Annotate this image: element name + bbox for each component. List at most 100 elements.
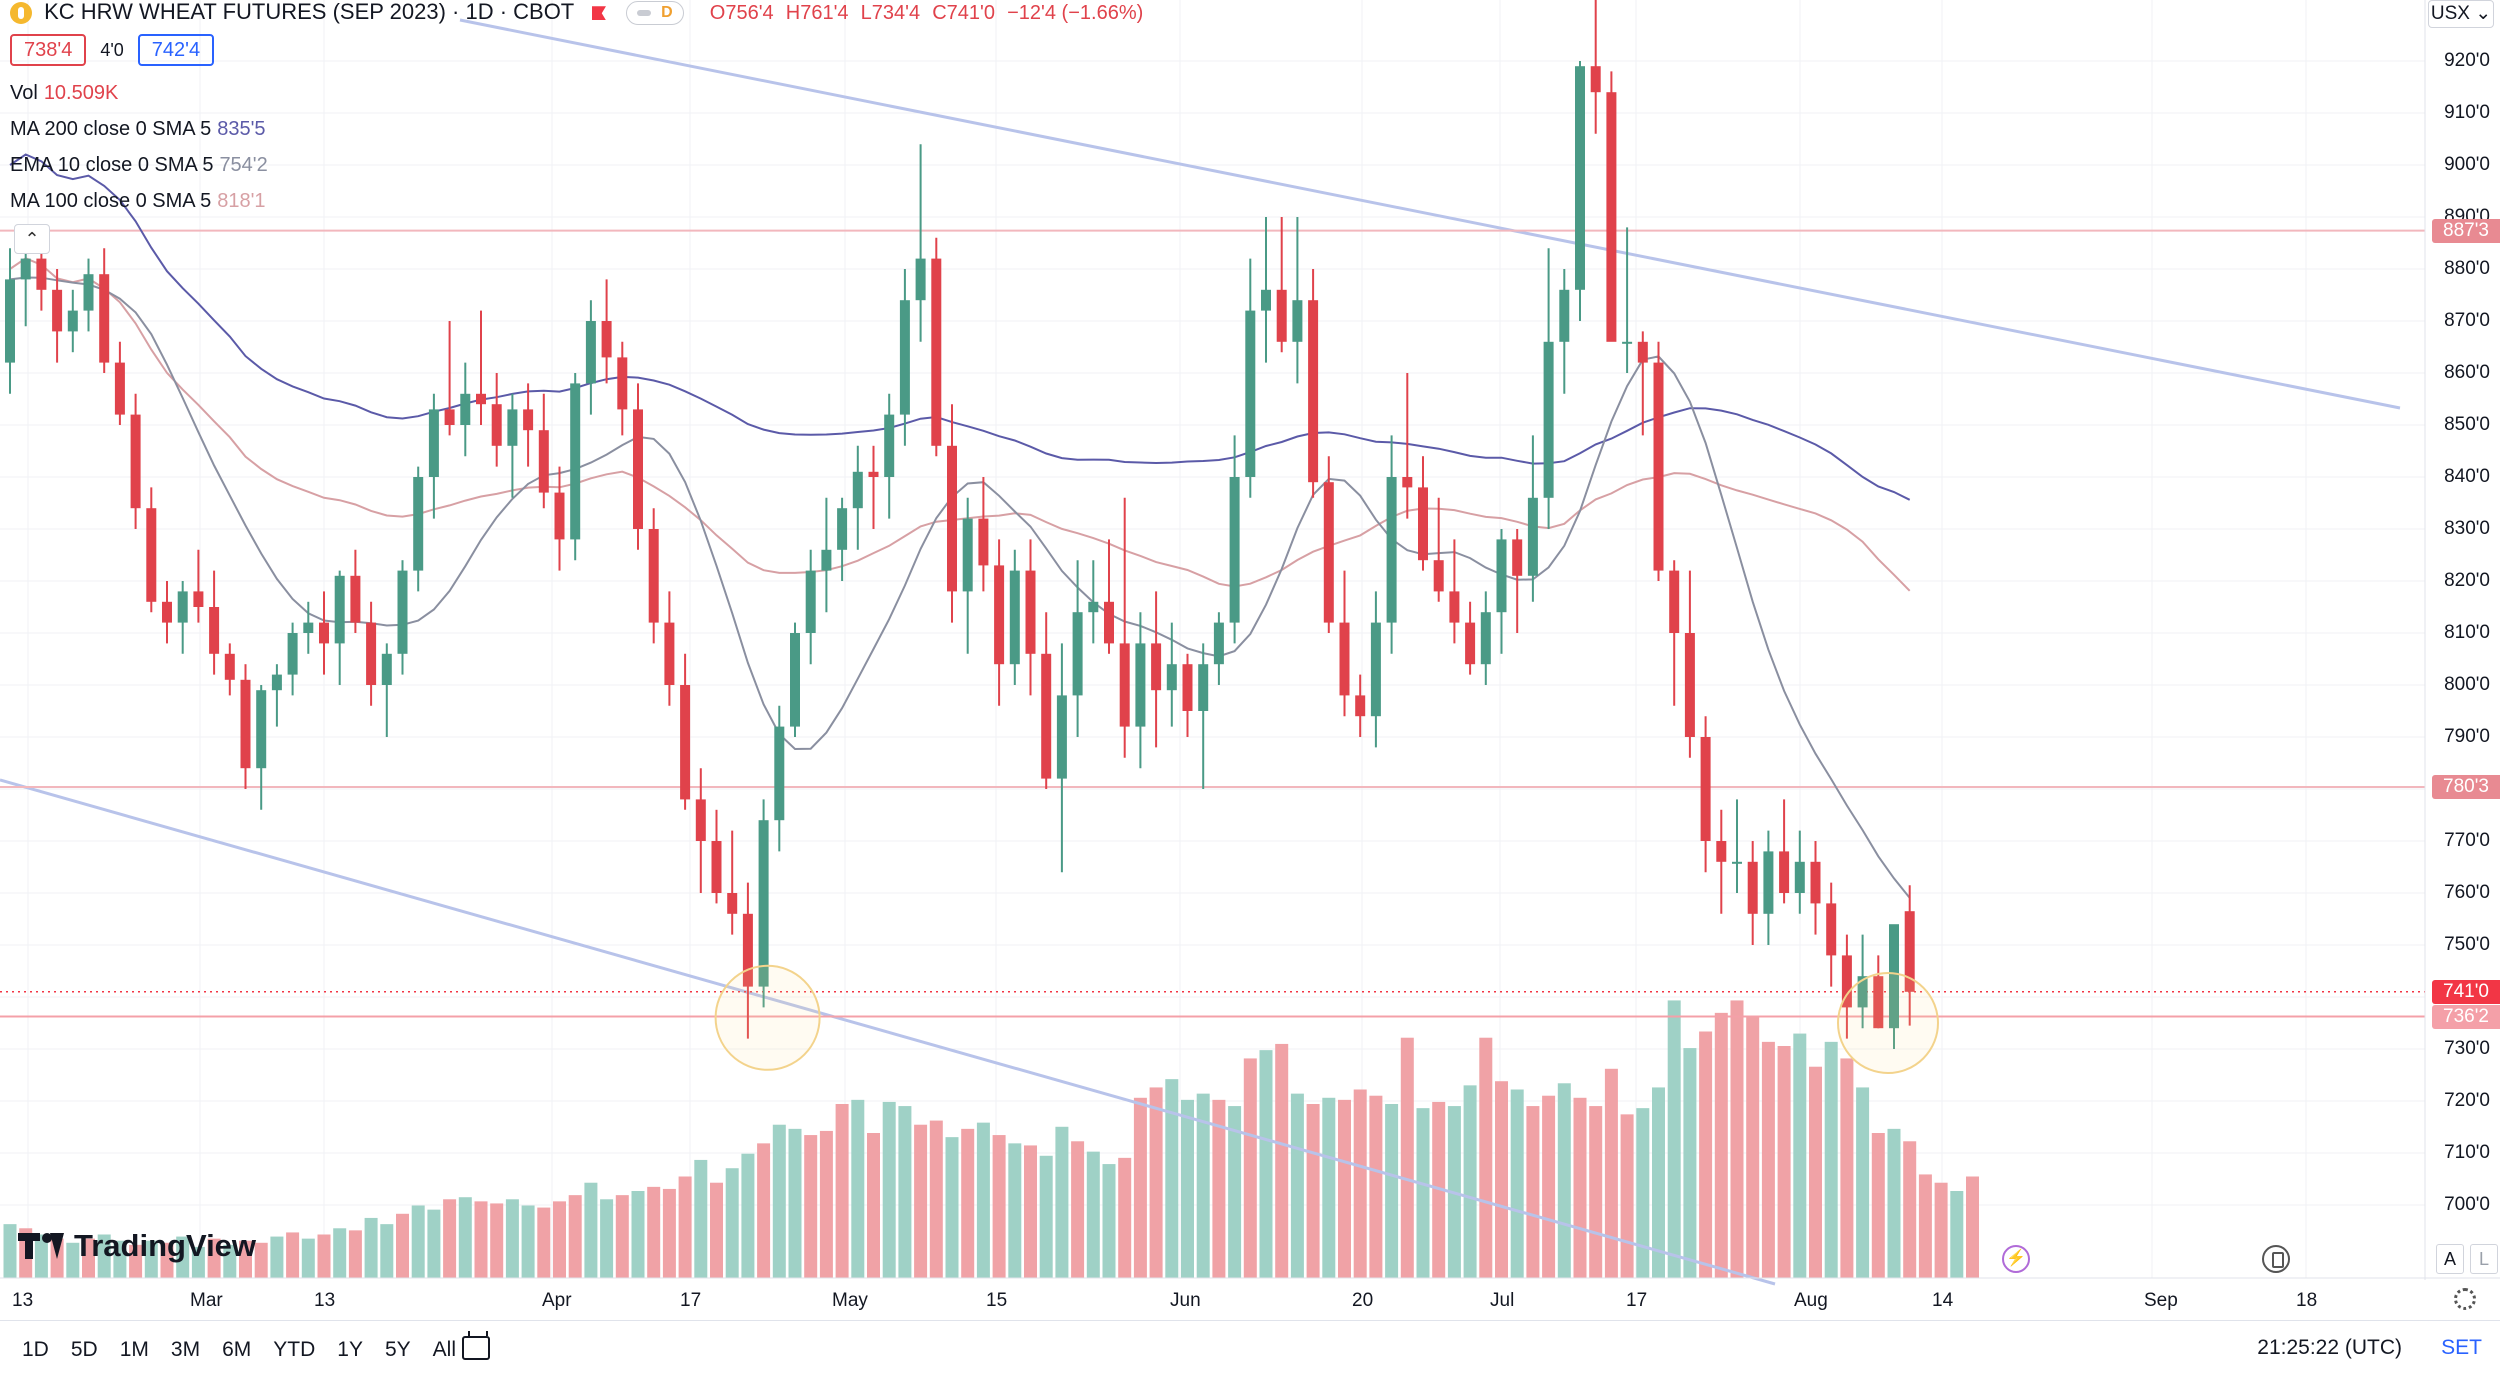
candle-body bbox=[664, 622, 675, 685]
candle-body bbox=[1245, 310, 1256, 477]
range-5d-button[interactable]: 5D bbox=[70, 1338, 98, 1361]
candle-body bbox=[1480, 612, 1491, 665]
candle-body bbox=[319, 622, 329, 644]
indicator-label: MA 200 close 0 SMA 5 bbox=[10, 118, 212, 140]
candle-body bbox=[570, 383, 581, 540]
candle-body bbox=[256, 690, 267, 769]
volume-bar bbox=[427, 1209, 441, 1278]
range-5y-button[interactable]: 5Y bbox=[384, 1338, 411, 1361]
candle-body bbox=[915, 258, 926, 301]
market-status-pill[interactable]: D bbox=[626, 1, 684, 26]
volume-bar bbox=[1934, 1182, 1948, 1278]
ask-button[interactable]: 742'4 bbox=[137, 34, 215, 66]
candle-body bbox=[931, 258, 942, 446]
volume-bar bbox=[1604, 1068, 1618, 1278]
indicator-value: 10.509K bbox=[43, 82, 119, 104]
volume-bar bbox=[553, 1201, 566, 1278]
log-scale-button[interactable]: L bbox=[2470, 1244, 2498, 1274]
calendar-icon[interactable] bbox=[462, 1331, 490, 1360]
ohlc-low: L734'4 bbox=[860, 2, 921, 24]
volume-bar bbox=[992, 1135, 1006, 1278]
utc-clock[interactable]: 21:25:22 (UTC) bbox=[2257, 1336, 2402, 1359]
candle-body bbox=[758, 820, 769, 987]
range-1y-button[interactable]: 1Y bbox=[337, 1338, 363, 1361]
volume-bar bbox=[239, 1240, 252, 1278]
volume-bar bbox=[1102, 1164, 1116, 1278]
resistance-trendline bbox=[459, 18, 2401, 410]
indicator-ma100[interactable]: MA 100 close 0 SMA 5 818'1 bbox=[10, 190, 266, 213]
candle-body bbox=[1182, 664, 1193, 711]
candle-body bbox=[1857, 976, 1868, 1008]
volume-bar bbox=[97, 1234, 111, 1278]
volume-bar bbox=[741, 1153, 755, 1278]
gear-icon[interactable] bbox=[2454, 1288, 2476, 1310]
volume-bar bbox=[176, 1236, 190, 1278]
auto-scale-button[interactable]: A bbox=[2436, 1244, 2464, 1274]
price-level-tag[interactable]: 741'0 bbox=[2432, 979, 2500, 1004]
candle-body bbox=[1166, 664, 1177, 691]
symbol-title[interactable]: KC HRW WHEAT FUTURES (SEP 2023) · 1D · C… bbox=[44, 0, 574, 24]
candle-body bbox=[648, 529, 659, 623]
candle-body bbox=[52, 289, 63, 332]
candle-body bbox=[1904, 911, 1915, 992]
volume-bar bbox=[898, 1106, 912, 1278]
tradingview-logo[interactable]: TradingView bbox=[18, 1228, 256, 1264]
range-1d-button[interactable]: 1D bbox=[22, 1338, 49, 1361]
currency-selector[interactable]: USX ⌄ bbox=[2428, 0, 2494, 28]
volume-bar bbox=[1840, 1058, 1854, 1278]
candle-body bbox=[428, 409, 439, 477]
candle-body bbox=[1009, 570, 1020, 665]
volume-bar bbox=[317, 1234, 331, 1278]
volume-bar bbox=[1118, 1157, 1132, 1278]
volume-bar bbox=[804, 1135, 818, 1278]
price-level-tag[interactable]: 736'2 bbox=[2432, 1004, 2500, 1029]
range-all-button[interactable]: All bbox=[432, 1338, 456, 1361]
volume-bar bbox=[694, 1159, 708, 1278]
time-tick-label: Aug bbox=[1794, 1290, 1828, 1311]
flag-icon[interactable] bbox=[591, 6, 606, 21]
volume-bar bbox=[223, 1244, 237, 1278]
price-tick-label: 720'0 bbox=[2444, 1090, 2490, 1111]
range-6m-button[interactable]: 6M bbox=[222, 1338, 252, 1361]
indicator-ma200[interactable]: MA 200 close 0 SMA 5 835'5 bbox=[10, 118, 266, 141]
price-level-tag[interactable]: 887'3 bbox=[2432, 218, 2500, 243]
candle-body bbox=[554, 492, 565, 540]
candle-body bbox=[1716, 841, 1727, 862]
candle-body bbox=[146, 508, 157, 602]
candle-body bbox=[1402, 477, 1413, 488]
session-settings-button[interactable]: SET bbox=[2441, 1336, 2482, 1359]
volume-bar bbox=[270, 1236, 284, 1278]
volume-bar bbox=[914, 1124, 928, 1278]
indicator-volume[interactable]: Vol 10.509K bbox=[10, 82, 118, 105]
collapse-legend-button[interactable]: ⌃ bbox=[14, 224, 50, 254]
lightning-icon[interactable]: ⚡ bbox=[2002, 1245, 2030, 1273]
ohlc-close: C741'0 bbox=[932, 2, 995, 24]
volume-bar bbox=[458, 1197, 472, 1278]
price-level-tag[interactable]: 780'3 bbox=[2432, 775, 2500, 800]
volume-bar bbox=[1024, 1145, 1037, 1278]
bid-button[interactable]: 738'4 bbox=[10, 34, 87, 66]
time-tick-label: Mar bbox=[190, 1290, 223, 1311]
volume-bar bbox=[505, 1199, 519, 1278]
candle-body bbox=[617, 357, 628, 410]
candle-body bbox=[1496, 539, 1507, 613]
range-3m-button[interactable]: 3M bbox=[170, 1338, 201, 1361]
volume-bar bbox=[1699, 1031, 1713, 1278]
price-chart[interactable] bbox=[0, 0, 2500, 1320]
volume-bar bbox=[364, 1217, 378, 1278]
candle-body bbox=[224, 653, 235, 680]
range-1m-button[interactable]: 1M bbox=[119, 1338, 149, 1361]
candle-body bbox=[287, 633, 298, 675]
replay-icon[interactable] bbox=[2262, 1245, 2290, 1273]
ohlc-change: −12'4 (−1.66%) bbox=[1007, 2, 1144, 24]
price-tick-label: 770'0 bbox=[2444, 830, 2490, 851]
range-ytd-button[interactable]: YTD bbox=[273, 1338, 316, 1361]
candle-body bbox=[1590, 66, 1601, 93]
volume-bar bbox=[144, 1240, 158, 1278]
price-tick-label: 710'0 bbox=[2444, 1142, 2490, 1163]
volume-bar bbox=[1714, 1012, 1728, 1278]
symbol-legend[interactable]: KC HRW WHEAT FUTURES (SEP 2023) · 1D · C… bbox=[10, 0, 1143, 26]
bid-ask-row: 738'4 4'0 742'4 bbox=[10, 34, 215, 66]
volume-bar bbox=[851, 1099, 865, 1278]
indicator-ema10[interactable]: EMA 10 close 0 SMA 5 754'2 bbox=[10, 154, 268, 177]
